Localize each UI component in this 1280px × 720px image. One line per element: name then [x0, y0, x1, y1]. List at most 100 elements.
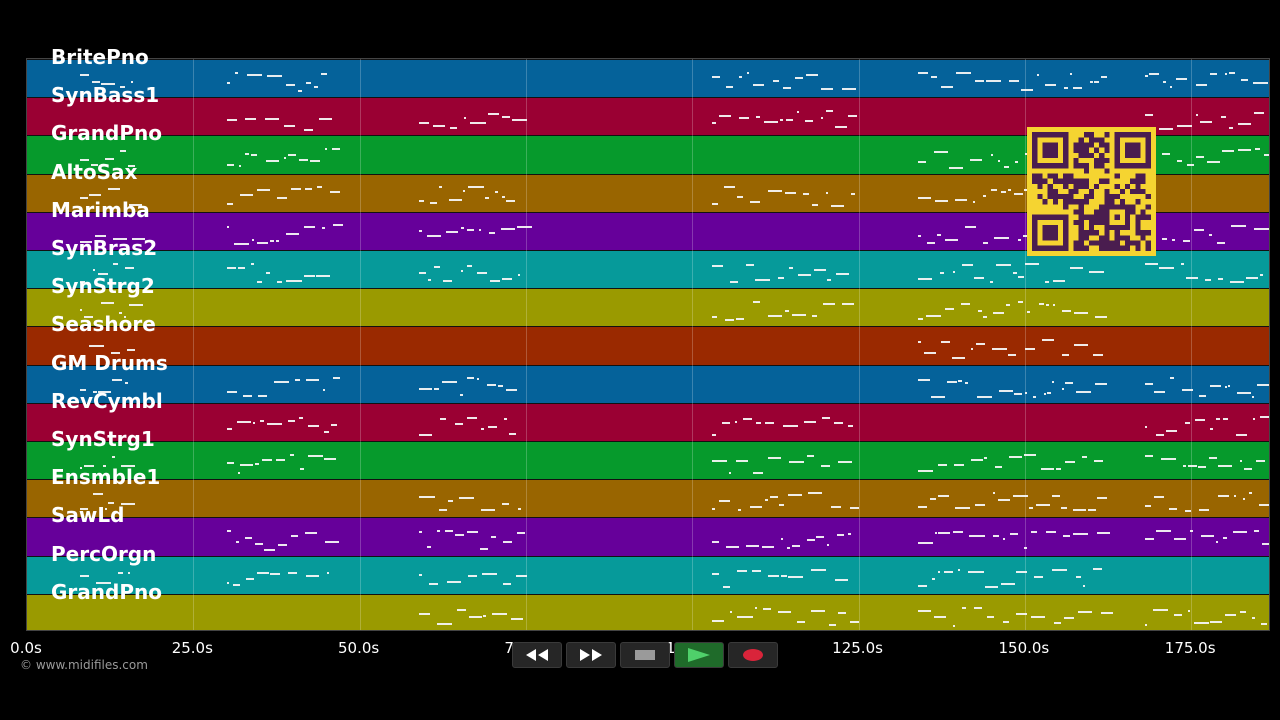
track-lane[interactable]: [27, 59, 1269, 98]
track-lane[interactable]: [27, 402, 1269, 441]
note: [787, 547, 791, 550]
note: [1094, 80, 1100, 83]
note: [278, 543, 287, 546]
track-label: SawLd: [51, 503, 125, 528]
note: [439, 418, 447, 421]
note: [1025, 348, 1036, 351]
note: [723, 586, 730, 589]
track-lane[interactable]: [27, 555, 1269, 594]
track-lane[interactable]: [27, 250, 1269, 289]
note: [503, 540, 512, 543]
track-label: Marimba: [51, 197, 150, 222]
note: [753, 83, 765, 86]
note: [261, 458, 272, 461]
note: [83, 316, 94, 319]
note: [1243, 468, 1252, 471]
note: [307, 424, 319, 427]
note: [239, 193, 254, 196]
note: [788, 266, 794, 269]
track-lane[interactable]: [27, 326, 1269, 365]
play-button[interactable]: [674, 642, 724, 668]
note: [330, 190, 341, 193]
note: [1024, 263, 1039, 266]
track-label: SynBass1: [51, 83, 160, 108]
note: [718, 499, 731, 502]
piano-roll[interactable]: [26, 58, 1270, 631]
note: [934, 151, 949, 154]
note: [1245, 276, 1258, 279]
note: [749, 506, 763, 509]
note: [89, 345, 105, 348]
note: [1095, 316, 1107, 319]
note: [1253, 227, 1269, 230]
note: [1210, 620, 1222, 623]
note: [786, 119, 794, 122]
note: [1207, 161, 1220, 164]
note: [1249, 491, 1252, 494]
note: [242, 394, 253, 397]
note: [1195, 418, 1205, 421]
note: [92, 268, 95, 271]
note: [1182, 239, 1190, 242]
note: [246, 73, 263, 76]
note: [1222, 149, 1234, 152]
grid-line: [193, 59, 195, 630]
stop-icon: [635, 650, 655, 660]
note: [125, 382, 128, 385]
note: [1233, 495, 1236, 498]
note: [246, 577, 255, 580]
note: [1185, 276, 1199, 279]
track-lane[interactable]: [27, 364, 1269, 403]
note: [419, 199, 424, 202]
note: [828, 623, 836, 626]
note: [767, 575, 779, 578]
note: [1257, 384, 1269, 387]
track-lane[interactable]: [27, 441, 1269, 480]
note: [750, 200, 760, 203]
note: [501, 503, 510, 506]
note: [252, 422, 255, 425]
note: [257, 189, 271, 192]
note: [80, 280, 86, 283]
note: [1144, 426, 1148, 429]
note: [1016, 571, 1027, 574]
note: [807, 454, 815, 457]
record-button[interactable]: [728, 642, 778, 668]
note: [131, 80, 134, 83]
track-lane[interactable]: [27, 479, 1269, 518]
track-label: SynBras2: [51, 236, 158, 260]
note: [238, 267, 245, 270]
note: [1073, 311, 1089, 314]
note: [850, 192, 855, 195]
stop-button[interactable]: [620, 642, 670, 668]
note: [755, 606, 758, 609]
grid-line: [1024, 59, 1026, 630]
track-lane[interactable]: [27, 593, 1269, 630]
track-lane[interactable]: [27, 517, 1269, 556]
note: [918, 235, 922, 238]
note: [712, 264, 724, 267]
track-label: Ensmble1: [51, 465, 161, 490]
note: [502, 195, 505, 198]
note: [725, 85, 733, 88]
note: [1254, 147, 1260, 150]
note: [987, 615, 995, 618]
note: [964, 226, 977, 229]
note: [244, 536, 252, 539]
note: [489, 280, 501, 283]
note: [419, 573, 423, 576]
note: [941, 341, 950, 344]
note: [305, 531, 317, 534]
grid-line: [692, 59, 694, 630]
note: [937, 495, 949, 498]
note: [992, 348, 1007, 351]
note: [126, 348, 135, 351]
note: [826, 110, 833, 113]
note: [1047, 391, 1051, 394]
note: [517, 508, 521, 511]
track-lane[interactable]: [27, 288, 1269, 327]
note: [918, 378, 930, 381]
fast-forward-button[interactable]: [566, 642, 616, 668]
rewind-button[interactable]: [512, 642, 562, 668]
note: [266, 271, 270, 274]
